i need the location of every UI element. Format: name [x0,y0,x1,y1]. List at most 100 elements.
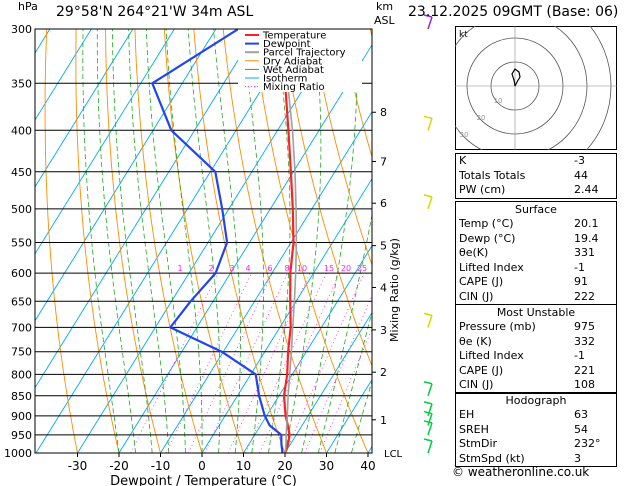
row-label: CIN (J) [459,378,494,391]
dry-adiabat-line [400,29,455,453]
row-value: 44 [574,168,588,182]
row-label: θe(K) [459,246,489,259]
wind-barbs [423,14,433,454]
pressure-tick-label: 900 [11,410,32,423]
table-row: Pressure (mb) 975 [456,320,616,335]
pressure-tick-label: 650 [11,295,32,308]
wind-barb-flag [423,381,433,385]
wind-barb [427,413,433,426]
skew-t-diagram: 3003504004505005506006507007508008509009… [4,14,455,486]
row-value: 54 [574,422,588,436]
wind-barb [427,403,433,417]
table-row: CAPE (J) 91 [456,275,616,290]
isotherm-line [35,29,258,389]
height-km-label: 4 [380,281,387,294]
dry-adiabat-line [44,29,78,453]
isotherm-line [35,29,134,188]
pressure-tick-label: 300 [11,23,32,36]
legend-label: Mixing Ratio [263,82,325,93]
hodograph-table-title: Hodograph [505,394,567,407]
mixing-ratio-label: 1 [177,264,182,273]
wet-adiabat-line [146,29,186,453]
hodograph-trace [511,68,521,87]
hpa-label: hPa [18,0,38,13]
row-value: 19.4 [574,231,599,245]
hodograph-unit-label: kt [459,30,468,40]
legend-label: Dry Adiabat [263,56,322,67]
hodograph-frame [455,26,617,150]
isotherm-line [35,29,175,255]
axis-labels: 3003504004505005506006507007508008509009… [4,23,403,486]
isotherm-line [77,29,341,453]
temperature-tick-label: 40 [360,459,375,473]
mixing-ratio-label: 8 [284,264,289,273]
isotherm-line [284,311,372,453]
datetime-title: 23.12.2025 09GMT (Base: 06) [408,4,619,20]
row-label: Lifted Index [459,260,524,274]
pressure-tick-label: 850 [11,390,32,403]
wet-adiabat-line [82,29,120,453]
height-km-label: 7 [380,155,387,168]
isotherm-line [201,177,372,453]
wet-adiabat-line [213,29,241,453]
row-value: -3 [574,154,585,167]
row-label: K [459,154,467,167]
wind-barb [427,383,433,397]
row-label: Dewp (°C) [459,231,516,245]
wind-barb-flag [423,420,433,424]
row-label: StmSpd (kt) [459,451,525,465]
row-value: 222 [574,289,595,303]
pressure-tick-label: 950 [11,429,32,442]
km-label: km [376,0,394,13]
height-km-label: 6 [380,197,387,210]
pressure-tick-label: 450 [11,166,32,179]
row-value: 2.44 [574,183,599,196]
dry-adiabat-line [311,29,372,267]
isotherm-line [35,29,217,322]
mixing-ratio-line [245,272,327,453]
wind-barb [427,196,433,210]
pressure-tick-label: 700 [11,321,32,334]
table-row: EH 63 [456,408,616,423]
isotherm-line [243,244,372,453]
height-km-label: 5 [380,240,387,253]
row-label: Temp (°C) [459,217,514,230]
copyright-text: © weatheronline.co.uk [452,465,590,479]
row-value: 221 [574,363,595,377]
wind-barb-flag [423,401,433,405]
wind-barb [427,440,433,454]
isotherm-line [160,111,372,453]
row-label: PW (cm) [459,183,506,196]
sounding-lines [151,29,298,453]
location-title: 29°58'N 264°21'W 34m ASL [56,4,254,20]
table-row: CIN (J) 108 [456,378,616,393]
pressure-tick-label: 1000 [4,447,32,460]
table-row: PW (cm) 2.44 [456,183,616,198]
mixing-ratio-label: 25 [357,264,367,273]
asl-label: ASL [374,14,395,27]
wet-adiabat-line [112,29,153,453]
table-row: SREH 54 [456,423,616,438]
row-label: θe (K) [459,334,492,348]
legend-label: Parcel Trajectory [263,48,346,59]
table-row: CAPE (J) 221 [456,364,616,379]
isotherm-line [326,378,372,453]
temperature-tick-label: -20 [109,459,129,473]
surface-panel: Surface Temp (°C) 20.1 Dewp (°C) 19.4 θe(K) 3… [455,201,617,305]
isotherm-line [118,44,372,453]
table-row: StmSpd (kt) 3 [456,452,616,467]
table-row: Lifted Index -1 [456,261,616,276]
isotherm-line [35,29,92,121]
temperature-line [281,29,295,453]
hodograph-ring-label: 30 [460,131,469,139]
legend-label: Isotherm [263,74,307,85]
table-row: θe (K) 332 [456,335,616,350]
height-km-label: 8 [380,106,387,119]
table-row: CIN (J) 222 [456,290,616,305]
dry-adiabat-line [340,29,372,159]
row-value: 232° [574,437,601,450]
row-value: 975 [574,320,595,333]
hodograph-panel: Hodograph EH 63 SREH 54 StmDir 232° StmSpd (kt… [455,392,617,467]
row-label: Lifted Index [459,349,524,362]
